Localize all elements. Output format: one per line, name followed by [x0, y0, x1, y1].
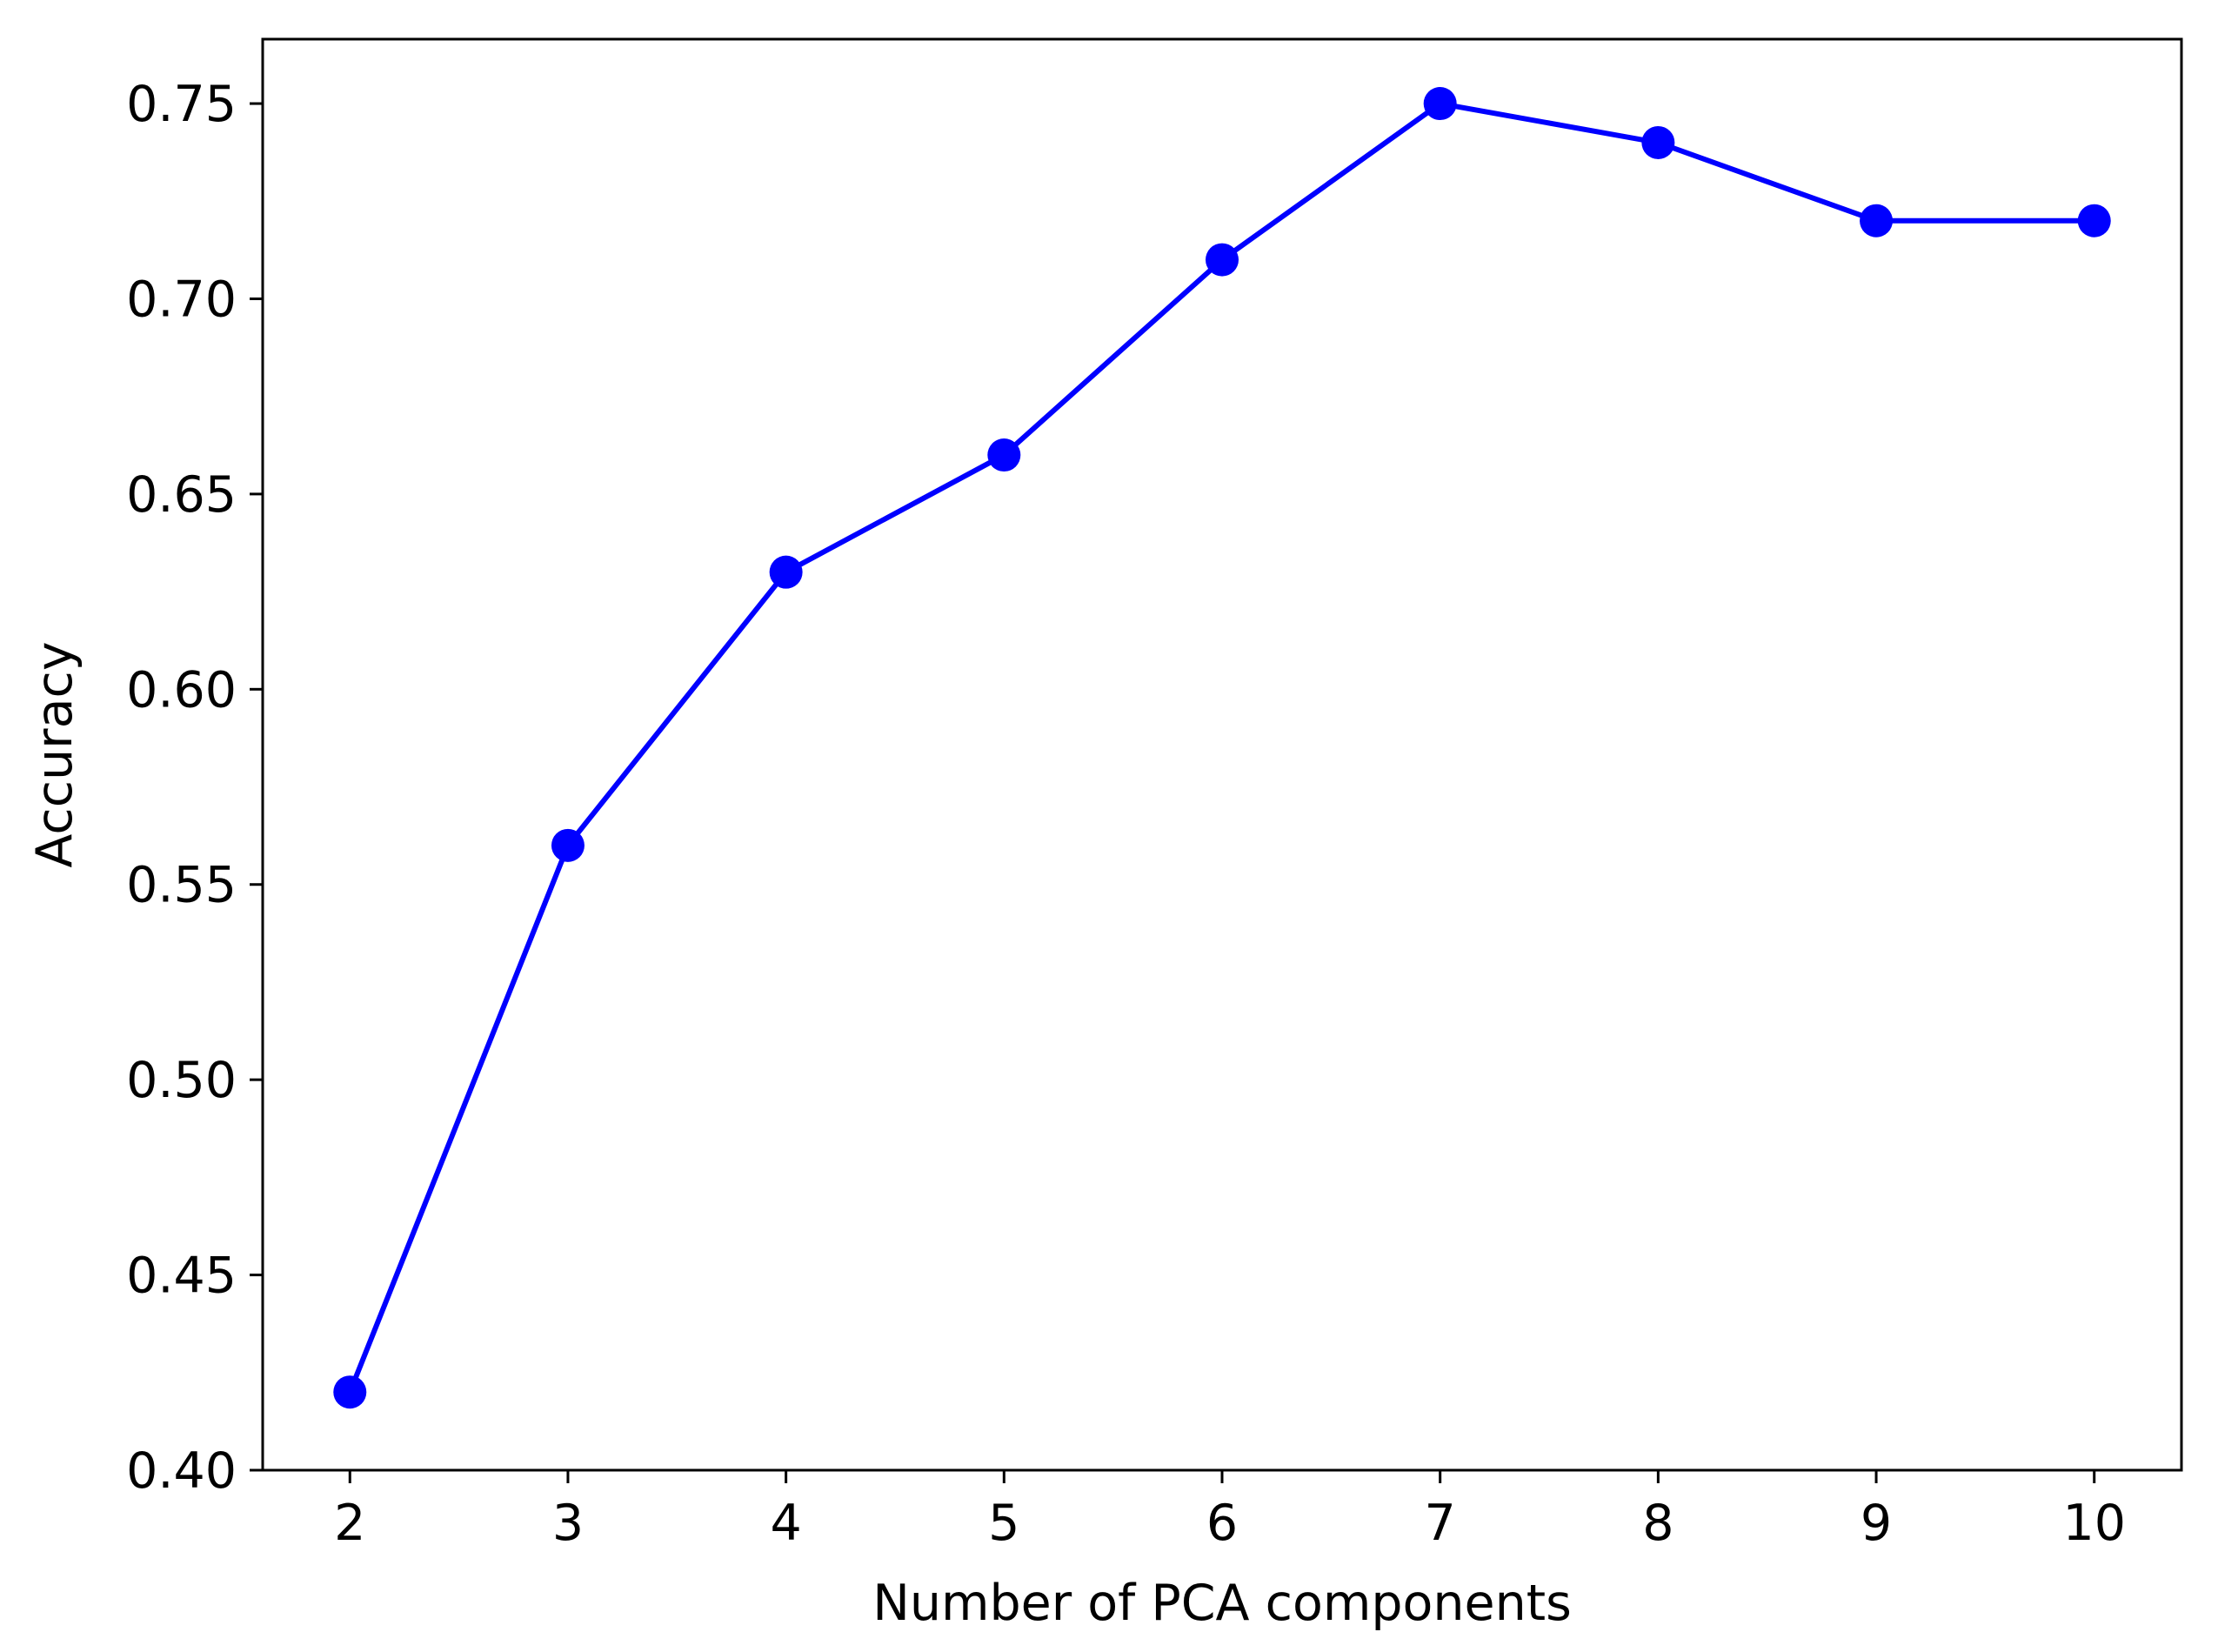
x-tick-label: 3 — [552, 1495, 584, 1552]
x-axis-label: Number of PCA components — [872, 1575, 1572, 1632]
y-axis-label: Accuracy — [26, 641, 84, 867]
data-point-10 — [2077, 204, 2111, 237]
x-tick-label: 10 — [2062, 1495, 2126, 1552]
x-tick-label: 9 — [1861, 1495, 1892, 1552]
y-tick-label: 0.65 — [126, 466, 237, 524]
y-tick-label: 0.60 — [126, 661, 237, 719]
data-point-4 — [769, 555, 803, 589]
plot-area — [333, 87, 2111, 1409]
y-tick-label: 0.75 — [126, 76, 237, 133]
axes: 2 3 4 5 6 7 8 9 10 0.40 0.45 0.50 0.55 0.60 0.65 0.70 0.… — [126, 37, 2183, 1552]
data-point-6 — [1206, 243, 1239, 277]
y-tick-label: 0.70 — [126, 271, 237, 328]
y-tick-label: 0.55 — [126, 857, 237, 914]
data-point-5 — [987, 438, 1021, 472]
data-point-3 — [551, 828, 585, 862]
x-tick-label: 8 — [1642, 1495, 1674, 1552]
y-tick-label: 0.50 — [126, 1052, 237, 1109]
data-point-2 — [333, 1375, 367, 1409]
x-tick-label: 2 — [334, 1495, 365, 1552]
y-tick-label: 0.40 — [126, 1442, 237, 1500]
data-point-7 — [1423, 87, 1457, 121]
x-tick-label: 4 — [771, 1495, 802, 1552]
x-tick-label: 6 — [1206, 1495, 1238, 1552]
y-tick-label: 0.45 — [126, 1247, 237, 1305]
x-tick-label: 5 — [988, 1495, 1019, 1552]
x-tick-label: 7 — [1425, 1495, 1456, 1552]
data-point-9 — [1860, 204, 1894, 237]
data-point-8 — [1641, 125, 1675, 159]
